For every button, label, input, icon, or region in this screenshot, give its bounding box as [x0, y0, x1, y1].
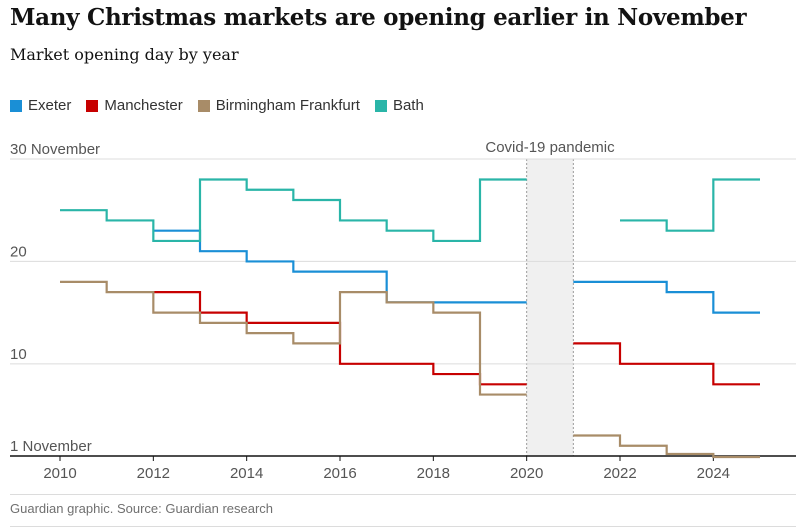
legend-item-birmingham-frankfurt: Birmingham Frankfurt — [197, 97, 360, 114]
covid-annotation-label: Covid-19 pandemic — [485, 139, 615, 156]
legend-swatch-manchester — [86, 99, 99, 112]
legend: Exeter Manchester Birmingham Frankfurt B… — [10, 97, 439, 114]
legend-swatch-exeter — [10, 99, 22, 112]
series-line-bath — [60, 178, 527, 243]
y-tick-label: 20 — [10, 243, 27, 260]
x-tick-label: 2020 — [510, 465, 543, 482]
x-tick-label: 2014 — [230, 465, 263, 482]
series-line-birmingham-frankfurt — [573, 434, 760, 459]
x-tick-label: 2016 — [323, 465, 356, 482]
series-line-bath — [620, 178, 760, 232]
legend-label-birmingham-frankfurt: Birmingham Frankfurt — [215, 97, 360, 114]
covid-band — [526, 159, 574, 456]
series-line-birmingham-frankfurt — [60, 280, 527, 396]
y-tick-label: 30 November — [10, 141, 100, 158]
x-tick-label: 2010 — [43, 465, 76, 482]
x-tick-label: 2012 — [137, 465, 170, 482]
y-tick-label: 10 — [10, 346, 27, 363]
legend-item-manchester: Manchester — [86, 97, 183, 114]
legend-item-exeter: Exeter — [10, 97, 71, 114]
chart-title: Many Christmas markets are opening earli… — [10, 4, 747, 31]
legend-label-manchester: Manchester — [104, 97, 183, 114]
bottom-divider — [10, 526, 796, 527]
legend-item-bath: Bath — [374, 97, 424, 114]
source-note: Guardian graphic. Source: Guardian resea… — [10, 501, 274, 516]
footer-divider — [10, 494, 796, 495]
x-tick-label: 2018 — [417, 465, 450, 482]
x-tick-label: 2022 — [603, 465, 636, 482]
x-tick-label: 2024 — [697, 465, 730, 482]
legend-swatch-birmingham-frankfurt — [197, 99, 210, 112]
series-line-manchester — [573, 342, 760, 386]
legend-swatch-bath — [374, 99, 387, 112]
y-tick-label: 1 November — [10, 438, 92, 455]
chart-subtitle: Market opening day by year — [10, 45, 239, 64]
legend-label-bath: Bath — [392, 97, 424, 114]
legend-label-exeter: Exeter — [28, 97, 72, 114]
series-line-exeter — [573, 280, 760, 314]
